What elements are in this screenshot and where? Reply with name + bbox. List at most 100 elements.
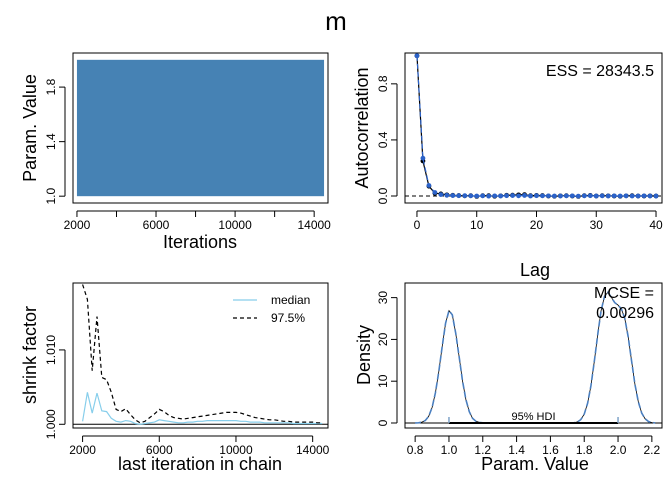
acf-point-0-36 bbox=[629, 193, 635, 199]
trace-y-label: Param. Value bbox=[20, 74, 40, 182]
acf-plot-box bbox=[404, 52, 663, 204]
shrink-x-label: last iteration in chain bbox=[118, 454, 282, 474]
acf-point-0-14 bbox=[498, 193, 504, 199]
shrink-plot-box bbox=[72, 282, 329, 429]
acf-y-tick-label-2: 0.8 bbox=[376, 75, 390, 92]
acf-point-0-13 bbox=[492, 193, 498, 199]
acf-point-0-1 bbox=[420, 155, 426, 161]
acf-point-0-12 bbox=[486, 193, 492, 199]
acf-y-tick-label-0: 0.0 bbox=[376, 187, 390, 204]
shrink-legend: median 97.5% bbox=[233, 293, 310, 325]
hdi-interval bbox=[448, 416, 619, 424]
acf-y-tick-label-1: 0.4 bbox=[376, 131, 390, 148]
acf-point-0-27 bbox=[575, 193, 581, 199]
acf-point-0-4 bbox=[438, 192, 444, 197]
acf-point-0-19 bbox=[528, 193, 533, 199]
trace-x-tick-label-2: 10000 bbox=[218, 218, 252, 232]
density-x-axis: 0.8 1.0 1.2 1.4 1.6 1.8 2.0 2.2 bbox=[407, 435, 661, 457]
shrink-y-tick-label-0: 1.000 bbox=[44, 409, 58, 439]
shrink-line-1 bbox=[82, 284, 323, 424]
acf-point-0-28 bbox=[581, 193, 587, 199]
acf-point-0-11 bbox=[480, 193, 486, 199]
acf-point-0-8 bbox=[462, 193, 468, 199]
acf-point-0-23 bbox=[552, 193, 557, 199]
trace-x-tick-label-0: 2000 bbox=[64, 218, 91, 232]
acf-point-0-33 bbox=[611, 193, 617, 199]
acf-point-0-20 bbox=[534, 193, 539, 199]
shrink-x-tick-label-3: 14000 bbox=[296, 443, 330, 457]
trace-band bbox=[76, 59, 325, 197]
figure-title: m bbox=[325, 6, 347, 36]
shrink-y-axis: 1.000 1.010 bbox=[44, 335, 66, 439]
acf-point-0-37 bbox=[635, 193, 641, 199]
acf-x-axis: 0 10 20 30 40 bbox=[414, 210, 663, 232]
density-panel: 95% HDI MCSE = 0.00296 0.8 1.0 1.2 1.4 1.6 1.… bbox=[354, 282, 663, 474]
acf-point-0-15 bbox=[504, 193, 510, 199]
autocorrelation-panel: 0 10 20 30 40 0.0 0.4 0.8 ESS = 28343.5 Lag Au… bbox=[352, 52, 663, 280]
acf-x-tick-label-1: 10 bbox=[470, 218, 484, 232]
acf-x-label: Lag bbox=[520, 260, 550, 280]
acf-point-0-39 bbox=[647, 193, 653, 199]
acf-point-0-16 bbox=[510, 193, 515, 198]
trace-panel: 2000 6000 10000 14000 1.01.41.8 Iterations … bbox=[20, 52, 331, 252]
acf-point-0-21 bbox=[540, 193, 545, 199]
acf-x-tick-label-3: 30 bbox=[590, 218, 604, 232]
shrink-x-tick-label-2: 10000 bbox=[219, 443, 253, 457]
legend-975-label: 97.5% bbox=[271, 311, 305, 325]
acf-x-tick-label-0: 0 bbox=[414, 218, 421, 232]
trace-y-tick-label-0: 1.0 bbox=[44, 188, 58, 205]
density-y-label: Density bbox=[354, 325, 374, 385]
density-x-label: Param. Value bbox=[481, 454, 589, 474]
legend-median-label: median bbox=[271, 293, 310, 307]
shrink-x-tick-label-0: 2000 bbox=[69, 443, 96, 457]
acf-point-0-30 bbox=[593, 193, 599, 199]
shrink-y-label: shrink factor bbox=[20, 306, 40, 404]
acf-point-0-9 bbox=[468, 193, 474, 199]
density-x-tick-label-3: 1.4 bbox=[508, 443, 525, 457]
acf-point-0-5 bbox=[444, 192, 450, 198]
density-x-tick-label-2: 1.2 bbox=[474, 443, 491, 457]
trace-x-tick-label-3: 14000 bbox=[297, 218, 331, 232]
density-line-0 bbox=[415, 290, 656, 424]
acf-series bbox=[414, 53, 659, 199]
acf-point-0-34 bbox=[617, 193, 623, 199]
acf-point-0-7 bbox=[456, 193, 462, 199]
acf-point-0-22 bbox=[546, 193, 551, 199]
acf-point-0-2 bbox=[426, 183, 432, 188]
acf-point-0-24 bbox=[557, 193, 563, 199]
shrink-line-0 bbox=[82, 392, 323, 425]
acf-point-0-10 bbox=[474, 193, 480, 199]
density-y-axis: 0 10 20 30 bbox=[376, 291, 398, 426]
trace-plot-box bbox=[72, 52, 329, 204]
acf-x-tick-label-4: 40 bbox=[649, 218, 663, 232]
trace-x-tick-label-1: 6000 bbox=[143, 218, 170, 232]
acf-point-0-29 bbox=[587, 193, 593, 199]
acf-point-0-32 bbox=[605, 193, 611, 199]
density-x-tick-label-4: 1.6 bbox=[542, 443, 559, 457]
acf-point-0-31 bbox=[599, 193, 605, 199]
trace-y-axis: 1.0 1.4 1.8 bbox=[44, 78, 66, 205]
density-x-tick-label-6: 2.0 bbox=[610, 443, 627, 457]
mcse-annotation-line2: 0.00296 bbox=[596, 305, 654, 322]
density-x-tick-label-0: 0.8 bbox=[407, 443, 424, 457]
trace-y-tick-label-1: 1.4 bbox=[44, 133, 58, 150]
acf-y-axis: 0.0 0.4 0.8 bbox=[376, 75, 398, 204]
density-y-tick-label-1: 10 bbox=[376, 374, 390, 388]
acf-point-0-40 bbox=[653, 193, 659, 199]
acf-point-0-26 bbox=[569, 193, 575, 199]
shrink-x-axis: 2000 6000 10000 14000 bbox=[69, 435, 330, 457]
ess-annotation: ESS = 28343.5 bbox=[546, 63, 654, 80]
trace-x-label: Iterations bbox=[163, 232, 237, 252]
shrink-x-tick-label-1: 6000 bbox=[146, 443, 173, 457]
density-x-tick-label-1: 1.0 bbox=[441, 443, 458, 457]
density-y-tick-label-2: 20 bbox=[376, 332, 390, 346]
shrink-y-tick-label-1: 1.010 bbox=[44, 335, 58, 365]
acf-point-0-0 bbox=[414, 53, 420, 59]
trace-y-tick-label-2: 1.8 bbox=[44, 78, 58, 95]
acf-point-0-17 bbox=[516, 193, 521, 199]
shrink-series bbox=[82, 284, 323, 425]
mcse-annotation-line1: MCSE = bbox=[594, 285, 654, 302]
density-x-tick-label-7: 2.2 bbox=[644, 443, 661, 457]
acf-point-0-3 bbox=[432, 190, 438, 195]
hdi-label: 95% HDI bbox=[511, 411, 555, 423]
